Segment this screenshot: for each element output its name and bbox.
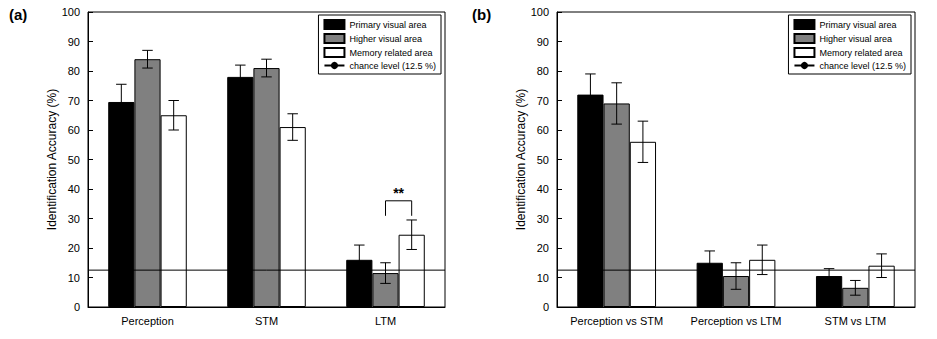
svg-text:60: 60 — [537, 124, 549, 136]
svg-text:80: 80 — [537, 65, 549, 77]
svg-text:Identification Accuracy (%): Identification Accuracy (%) — [45, 89, 59, 230]
svg-text:50: 50 — [68, 154, 80, 166]
svg-text:0: 0 — [543, 301, 549, 313]
svg-text:Perception: Perception — [121, 315, 174, 327]
svg-text:20: 20 — [68, 242, 80, 254]
svg-text:10: 10 — [537, 272, 549, 284]
svg-text:40: 40 — [537, 183, 549, 195]
svg-text:70: 70 — [68, 95, 80, 107]
svg-text:10: 10 — [68, 272, 80, 284]
svg-text:100: 100 — [62, 6, 80, 18]
svg-text:70: 70 — [537, 95, 549, 107]
svg-text:**: ** — [393, 185, 404, 201]
svg-text:30: 30 — [537, 213, 549, 225]
svg-text:20: 20 — [537, 242, 549, 254]
svg-text:Identification Accuracy (%): Identification Accuracy (%) — [514, 89, 528, 230]
svg-text:Higher visual area: Higher visual area — [819, 34, 892, 44]
svg-text:Memory related area: Memory related area — [349, 48, 432, 58]
svg-text:90: 90 — [537, 36, 549, 48]
svg-text:Perception vs LTM: Perception vs LTM — [691, 315, 782, 327]
svg-text:30: 30 — [68, 213, 80, 225]
svg-text:80: 80 — [68, 65, 80, 77]
svg-text:STM: STM — [255, 315, 278, 327]
svg-text:40: 40 — [68, 183, 80, 195]
svg-text:Higher visual area: Higher visual area — [349, 34, 422, 44]
svg-text:LTM: LTM — [375, 315, 396, 327]
svg-text:chance level (12.5 %): chance level (12.5 %) — [819, 61, 906, 71]
svg-text:100: 100 — [531, 6, 549, 18]
svg-text:Memory related area: Memory related area — [819, 48, 902, 58]
svg-text:50: 50 — [537, 154, 549, 166]
svg-text:STM vs LTM: STM vs LTM — [825, 315, 887, 327]
svg-text:Primary visual area: Primary visual area — [819, 20, 896, 30]
svg-text:90: 90 — [68, 36, 80, 48]
svg-text:0: 0 — [74, 301, 80, 313]
svg-text:(b): (b) — [472, 6, 491, 23]
svg-text:(a): (a) — [9, 6, 27, 23]
svg-text:chance level (12.5 %): chance level (12.5 %) — [349, 61, 436, 71]
svg-text:60: 60 — [68, 124, 80, 136]
svg-text:Primary visual area: Primary visual area — [349, 20, 426, 30]
svg-text:Perception vs STM: Perception vs STM — [570, 315, 663, 327]
